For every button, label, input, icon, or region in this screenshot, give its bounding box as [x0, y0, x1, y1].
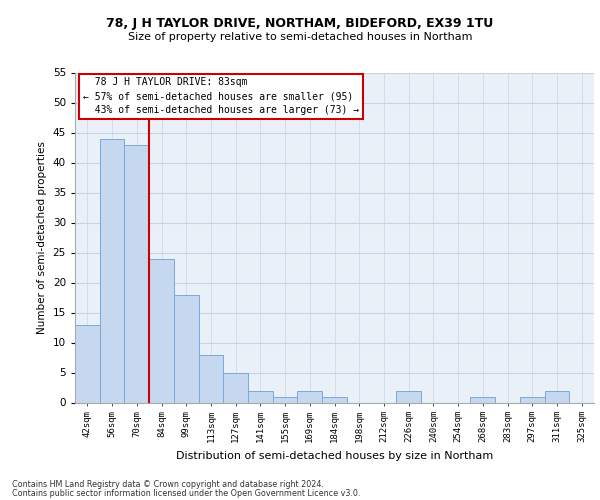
Bar: [470, 396, 495, 402]
Y-axis label: Number of semi-detached properties: Number of semi-detached properties: [37, 141, 47, 334]
Bar: [174, 294, 199, 403]
X-axis label: Distribution of semi-detached houses by size in Northam: Distribution of semi-detached houses by …: [176, 450, 493, 460]
Bar: [322, 396, 347, 402]
Bar: [199, 354, 223, 403]
Text: Contains public sector information licensed under the Open Government Licence v3: Contains public sector information licen…: [12, 488, 361, 498]
Bar: [75, 324, 100, 402]
Bar: [273, 396, 298, 402]
Bar: [396, 390, 421, 402]
Text: 78 J H TAYLOR DRIVE: 83sqm
← 57% of semi-detached houses are smaller (95)
  43% : 78 J H TAYLOR DRIVE: 83sqm ← 57% of semi…: [83, 78, 359, 116]
Text: 78, J H TAYLOR DRIVE, NORTHAM, BIDEFORD, EX39 1TU: 78, J H TAYLOR DRIVE, NORTHAM, BIDEFORD,…: [106, 18, 494, 30]
Bar: [248, 390, 273, 402]
Text: Size of property relative to semi-detached houses in Northam: Size of property relative to semi-detach…: [128, 32, 472, 42]
Bar: [149, 258, 174, 402]
Bar: [545, 390, 569, 402]
Bar: [520, 396, 545, 402]
Bar: [223, 372, 248, 402]
Bar: [100, 138, 124, 402]
Bar: [298, 390, 322, 402]
Text: Contains HM Land Registry data © Crown copyright and database right 2024.: Contains HM Land Registry data © Crown c…: [12, 480, 324, 489]
Bar: [124, 144, 149, 402]
